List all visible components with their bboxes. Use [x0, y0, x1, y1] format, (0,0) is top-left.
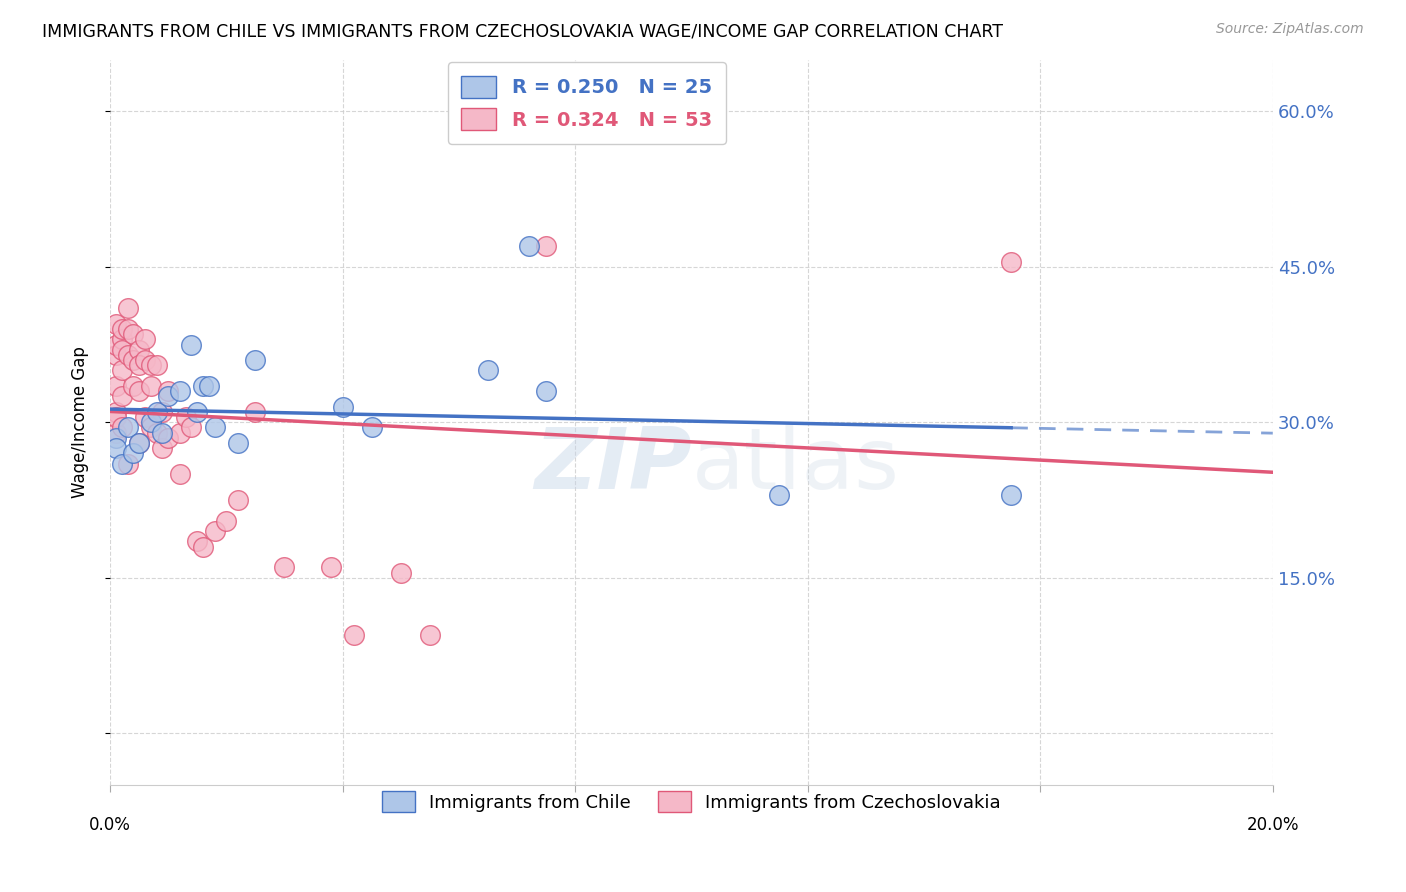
Point — [332, 400, 354, 414]
Point — [104, 405, 127, 419]
Point — [215, 514, 238, 528]
Point — [134, 353, 156, 368]
Point — [169, 425, 191, 440]
Point — [226, 436, 249, 450]
Point — [111, 332, 134, 346]
Point — [534, 239, 557, 253]
Text: IMMIGRANTS FROM CHILE VS IMMIGRANTS FROM CZECHOSLOVAKIA WAGE/INCOME GAP CORRELAT: IMMIGRANTS FROM CHILE VS IMMIGRANTS FROM… — [42, 22, 1002, 40]
Point — [104, 431, 127, 445]
Y-axis label: Wage/Income Gap: Wage/Income Gap — [72, 346, 89, 499]
Point — [768, 488, 790, 502]
Point — [157, 384, 180, 399]
Point — [389, 566, 412, 580]
Point — [117, 457, 139, 471]
Point — [139, 379, 162, 393]
Point — [245, 353, 267, 368]
Point — [180, 337, 202, 351]
Point — [104, 441, 127, 455]
Point — [122, 446, 145, 460]
Point — [111, 363, 134, 377]
Point — [198, 379, 221, 393]
Point — [104, 317, 127, 331]
Text: ZIP: ZIP — [534, 425, 692, 508]
Point — [419, 628, 441, 642]
Point — [477, 363, 499, 377]
Point — [152, 425, 174, 440]
Point — [145, 405, 167, 419]
Point — [128, 343, 150, 357]
Point — [152, 441, 174, 455]
Legend: Immigrants from Chile, Immigrants from Czechoslovakia: Immigrants from Chile, Immigrants from C… — [375, 784, 1008, 820]
Point — [273, 560, 295, 574]
Point — [139, 420, 162, 434]
Point — [111, 457, 134, 471]
Point — [111, 420, 134, 434]
Point — [111, 322, 134, 336]
Point — [111, 343, 134, 357]
Point — [169, 384, 191, 399]
Point — [204, 420, 226, 434]
Point — [122, 379, 145, 393]
Point — [186, 405, 208, 419]
Point — [122, 327, 145, 342]
Point — [517, 239, 540, 253]
Point — [117, 322, 139, 336]
Point — [128, 359, 150, 373]
Point — [117, 301, 139, 316]
Point — [117, 348, 139, 362]
Point — [139, 359, 162, 373]
Point — [191, 540, 214, 554]
Point — [128, 384, 150, 399]
Point — [134, 332, 156, 346]
Text: 0.0%: 0.0% — [89, 816, 131, 834]
Point — [534, 384, 557, 399]
Point — [104, 348, 127, 362]
Point — [104, 379, 127, 393]
Point — [128, 436, 150, 450]
Text: atlas: atlas — [692, 425, 900, 508]
Point — [139, 415, 162, 429]
Point — [134, 410, 156, 425]
Point — [174, 410, 197, 425]
Point — [204, 524, 226, 538]
Point — [1000, 254, 1022, 268]
Point — [191, 379, 214, 393]
Point — [104, 337, 127, 351]
Point — [104, 425, 127, 440]
Point — [157, 389, 180, 403]
Point — [319, 560, 342, 574]
Point — [157, 431, 180, 445]
Point — [145, 359, 167, 373]
Point — [104, 410, 127, 425]
Point — [145, 425, 167, 440]
Point — [226, 493, 249, 508]
Point — [152, 405, 174, 419]
Point — [343, 628, 366, 642]
Point — [117, 420, 139, 434]
Point — [360, 420, 382, 434]
Text: 20.0%: 20.0% — [1247, 816, 1299, 834]
Point — [122, 353, 145, 368]
Text: Source: ZipAtlas.com: Source: ZipAtlas.com — [1216, 22, 1364, 37]
Point — [186, 534, 208, 549]
Point — [180, 420, 202, 434]
Point — [111, 389, 134, 403]
Point — [1000, 488, 1022, 502]
Point — [245, 405, 267, 419]
Point — [169, 467, 191, 481]
Point — [128, 436, 150, 450]
